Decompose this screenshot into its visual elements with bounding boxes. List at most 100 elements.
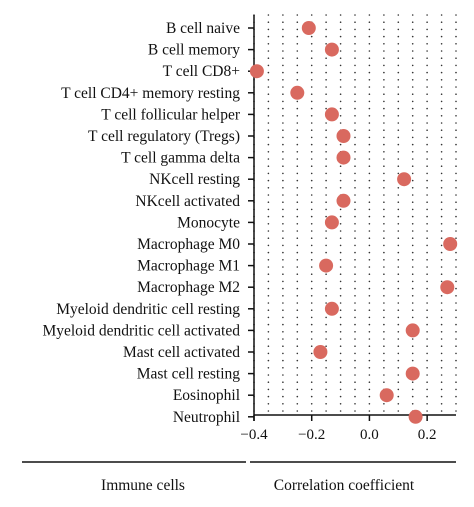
grid-dot [267,122,270,124]
grid-dot [397,338,400,340]
grid-dot [310,273,313,276]
grid-dot [426,403,428,405]
grid-dot [455,223,457,225]
grid-dot [310,100,313,103]
grid-dot [296,179,299,182]
grid-dot [440,230,443,232]
grid-dot [282,410,284,412]
grid-dot [296,115,299,117]
category-label: T cell regulatory (Tregs) [88,128,240,145]
grid-dot [411,345,414,348]
grid-dot [383,179,385,182]
grid-dot [310,129,313,131]
grid-dot [368,266,371,268]
grid-dot [267,395,270,398]
grid-dot [383,172,385,175]
grid-dot [368,215,371,218]
grid-dot [296,71,299,74]
grid-dot [325,287,327,290]
grid-dot [368,21,371,24]
grid-dot [397,86,400,88]
grid-dot [354,21,356,24]
grid-dot [325,345,327,348]
grid-dot [310,338,313,340]
grid-dot [267,208,270,211]
data-point [336,129,351,143]
grid-dot [383,223,385,225]
grid-dot [354,50,356,52]
grid-dot [455,388,457,391]
grid-dot [354,43,356,45]
grid-dot [368,251,371,254]
grid-dot [426,381,428,384]
grid-dot [426,187,428,189]
grid-dot [354,14,356,16]
grid-dot [310,79,313,81]
grid-dot [354,194,356,196]
grid-dot [325,86,327,88]
grid-dot [325,172,327,175]
grid-dot [325,316,327,319]
grid-dot [455,403,457,405]
grid-dot [282,86,284,88]
grid-dot [310,35,313,38]
grid-dot [455,122,457,124]
grid-dot [282,316,284,319]
grid-dot [426,266,428,268]
grid-dot [383,345,385,348]
grid-dot [368,143,371,146]
grid-dot [455,158,457,160]
grid-dot [354,295,356,297]
grid-dot [296,323,299,326]
grid-dot [267,338,270,340]
grid-dot [368,244,371,247]
grid-dot [339,21,342,24]
grid-dot [368,403,371,405]
grid-dot [282,151,284,153]
grid-dot [267,179,270,182]
grid-dot [267,194,270,196]
grid-dot [339,115,342,117]
grid-dot [282,388,284,391]
grid-dot [339,165,342,167]
grid-dot [368,93,371,95]
grid-dot [267,295,270,297]
grid-dot [426,158,428,160]
grid-dot [354,367,356,369]
grid-dot [339,14,342,16]
grid-dot [325,251,327,254]
grid-dot [426,259,428,261]
grid-dot [455,323,457,326]
grid-dot [296,230,299,232]
grid-dot [368,151,371,153]
grid-dot [310,237,313,239]
grid-dot [310,331,313,333]
grid-dot [455,151,457,153]
grid-dot [325,187,327,189]
grid-dot [354,179,356,182]
grid-dot [411,215,414,218]
grid-dot [426,331,428,333]
grid-dot [411,201,414,203]
data-point [324,215,339,230]
grid-dot [282,331,284,333]
grid-dot [282,43,284,45]
grid-dot [440,57,443,59]
grid-dot [339,287,342,290]
grid-dot [368,302,371,304]
grid-dot [354,201,356,203]
grid-dot [455,115,457,117]
grid-dot [383,251,385,254]
grid-dot [310,208,313,211]
grid-dot [339,410,342,412]
grid-dot [368,309,371,312]
grid-dot [383,403,385,405]
grid-dot [440,208,443,211]
grid-dot [368,165,371,167]
grid-dot [455,208,457,211]
grid-dot [339,100,342,103]
grid-dot [383,28,385,31]
grid-dot [325,215,327,218]
grid-dot [282,338,284,340]
grid-dot [368,295,371,297]
